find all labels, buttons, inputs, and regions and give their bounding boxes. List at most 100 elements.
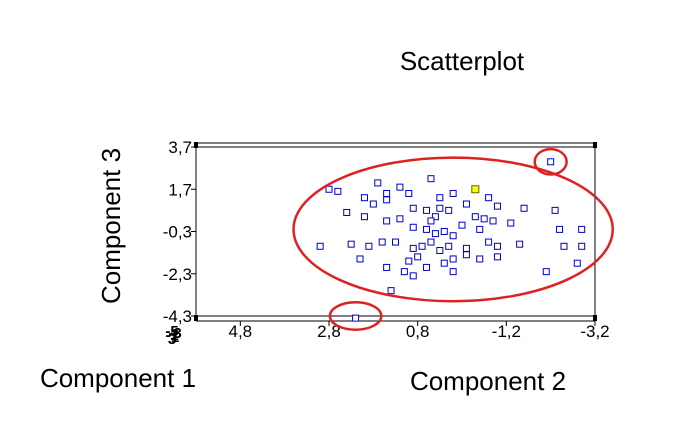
y-tick-label: 3,7 xyxy=(168,138,192,157)
scatter-point xyxy=(578,242,586,250)
scatter-point xyxy=(516,240,524,248)
scatter-point xyxy=(423,225,431,233)
scatter-point xyxy=(360,194,368,202)
scatter-point xyxy=(462,244,470,252)
y-axis-ticks: 3,7 1,7 -0,3 -2,3 -4,3 xyxy=(163,138,196,326)
scatter-point xyxy=(378,238,386,246)
scatter-point xyxy=(471,213,479,221)
scatter-point xyxy=(431,230,439,238)
scatter-point xyxy=(387,287,395,295)
annotation-ellipses xyxy=(292,147,614,331)
y-tick-label: -4,3 xyxy=(163,307,192,326)
scatter-point xyxy=(423,263,431,271)
scatter-point xyxy=(409,272,417,280)
scatter-point xyxy=(409,244,417,252)
frame-corner-marker xyxy=(593,142,597,148)
scatter-point xyxy=(405,189,413,197)
y-axis-label: Component 3 xyxy=(96,148,126,304)
scatter-point xyxy=(436,247,444,255)
data-points xyxy=(316,158,586,322)
scatter-point xyxy=(462,200,470,208)
z-tick-label: 1 xyxy=(171,329,179,346)
chart-title: Scatterplot xyxy=(400,46,525,76)
scatter-point xyxy=(520,204,528,212)
y-tick-label: 1,7 xyxy=(168,180,192,199)
scatter-point xyxy=(578,225,586,233)
scatter-point xyxy=(485,194,493,202)
scatter-point xyxy=(458,221,466,229)
scatter-point xyxy=(409,223,417,231)
x-tick-label: 0,8 xyxy=(406,322,430,341)
scatter-point xyxy=(325,185,333,193)
scatter-point xyxy=(449,189,457,197)
scatter-point xyxy=(440,228,448,235)
annotation-ellipse xyxy=(292,156,614,303)
scatter-point xyxy=(352,314,360,322)
scatter-point xyxy=(480,215,488,223)
scatter-point xyxy=(405,257,413,265)
y-tick-label: -0,3 xyxy=(163,223,192,242)
scatter-point xyxy=(431,213,439,221)
z-tick-label: -3 xyxy=(168,325,181,342)
scatter-point xyxy=(400,268,408,276)
scatter-point xyxy=(423,206,431,214)
z-tick-label: 3 xyxy=(168,331,176,348)
scatter-point xyxy=(427,175,435,183)
scatter-point xyxy=(440,259,448,267)
scatter-point xyxy=(493,202,501,210)
annotation-ellipse xyxy=(533,147,568,176)
scatter-point xyxy=(334,187,342,195)
highlighted-point xyxy=(471,185,480,194)
scatter-point xyxy=(493,242,501,250)
x-tick-label: -3,2 xyxy=(580,322,609,341)
scatter-point xyxy=(418,242,426,250)
scatter-point xyxy=(489,217,497,225)
scatter-point xyxy=(449,232,457,240)
frame-corner-marker xyxy=(194,142,198,148)
annotation-ellipse xyxy=(328,301,383,331)
scatter-point xyxy=(551,206,559,214)
scatter-point xyxy=(365,242,373,250)
z-tick-label: -5 xyxy=(165,323,178,340)
scatter-point xyxy=(507,219,515,227)
scatter-point xyxy=(383,189,391,197)
x-axis-ticks: 4,8 2,8 0,8 -1,2 -3,2 xyxy=(229,321,610,341)
scatter-point xyxy=(445,206,453,214)
scatter-point xyxy=(383,196,391,204)
scatter-point xyxy=(449,255,457,263)
scatter-point xyxy=(392,238,399,246)
scatter-point xyxy=(343,208,351,216)
scatter-point xyxy=(493,253,501,261)
scatter-point xyxy=(476,255,484,263)
scatter-point xyxy=(427,238,435,246)
x-tick-label: 2,8 xyxy=(317,322,341,341)
scatter-point xyxy=(360,213,368,221)
scatter-point xyxy=(383,263,391,271)
x-axis-label: Component 2 xyxy=(410,366,566,396)
scatter-point xyxy=(436,204,444,212)
x-tick-label: -1,2 xyxy=(492,322,521,341)
scatter-point xyxy=(485,238,493,246)
frame-corner-marker xyxy=(194,315,198,321)
scatter-point xyxy=(396,183,404,191)
scatter-point xyxy=(383,217,391,225)
scatter-point xyxy=(347,240,355,248)
scatter-point xyxy=(560,242,568,250)
scatter-point xyxy=(427,217,435,225)
scatter-point xyxy=(356,255,364,263)
scatter-point xyxy=(449,268,457,276)
z-axis-label: Component 1 xyxy=(40,363,196,393)
scatter-point xyxy=(445,242,453,250)
z-axis-ticks: -5-3-113 xyxy=(165,323,181,348)
scatter-point xyxy=(409,204,417,212)
scatter-point xyxy=(316,242,324,250)
x-tick-label: 4,8 xyxy=(229,322,253,341)
scatter-point xyxy=(436,194,444,202)
scatter-point xyxy=(374,179,382,187)
scatter-point xyxy=(396,215,404,223)
scatter-point xyxy=(414,253,422,261)
scatter-point xyxy=(369,200,377,208)
scatter-point xyxy=(556,225,564,233)
z-tick-label: -1 xyxy=(165,327,178,344)
